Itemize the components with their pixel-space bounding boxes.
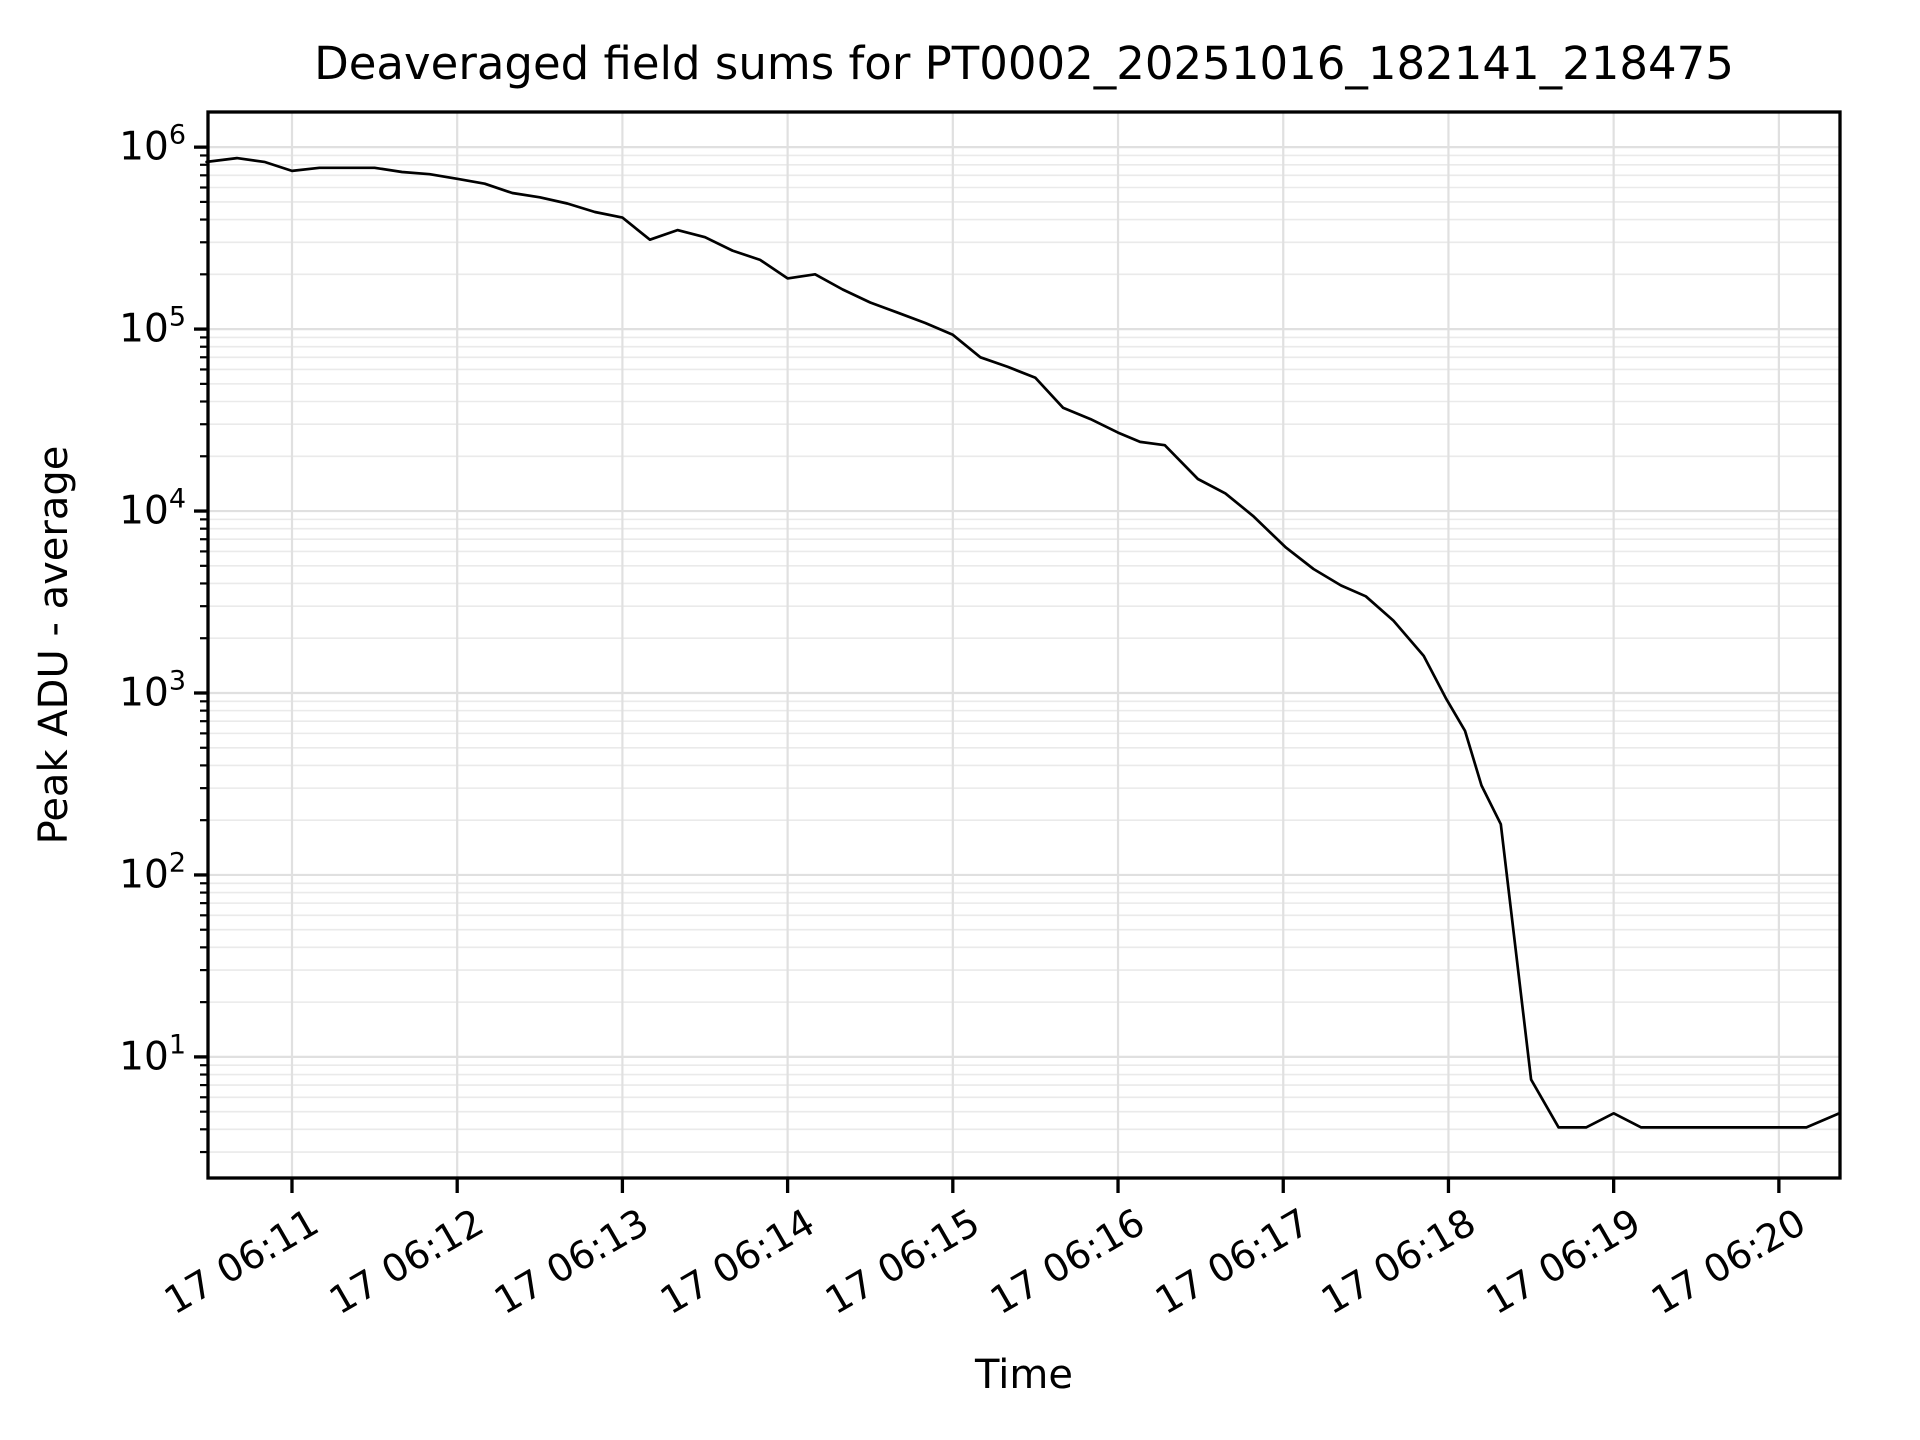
y-tick-label: 106 (119, 119, 186, 170)
y-tick-label: 102 (119, 847, 186, 898)
x-axis-label: Time (975, 1352, 1073, 1398)
y-tick-label: 105 (119, 301, 186, 352)
y-tick-label: 101 (119, 1029, 186, 1080)
axes-spines (206, 110, 1842, 1180)
y-tick-label: 104 (119, 483, 186, 534)
y-tick-label: 103 (119, 665, 186, 716)
chart-title: Deaveraged field sums for PT0002_2025101… (314, 37, 1734, 90)
data-line (205, 156, 1841, 1129)
